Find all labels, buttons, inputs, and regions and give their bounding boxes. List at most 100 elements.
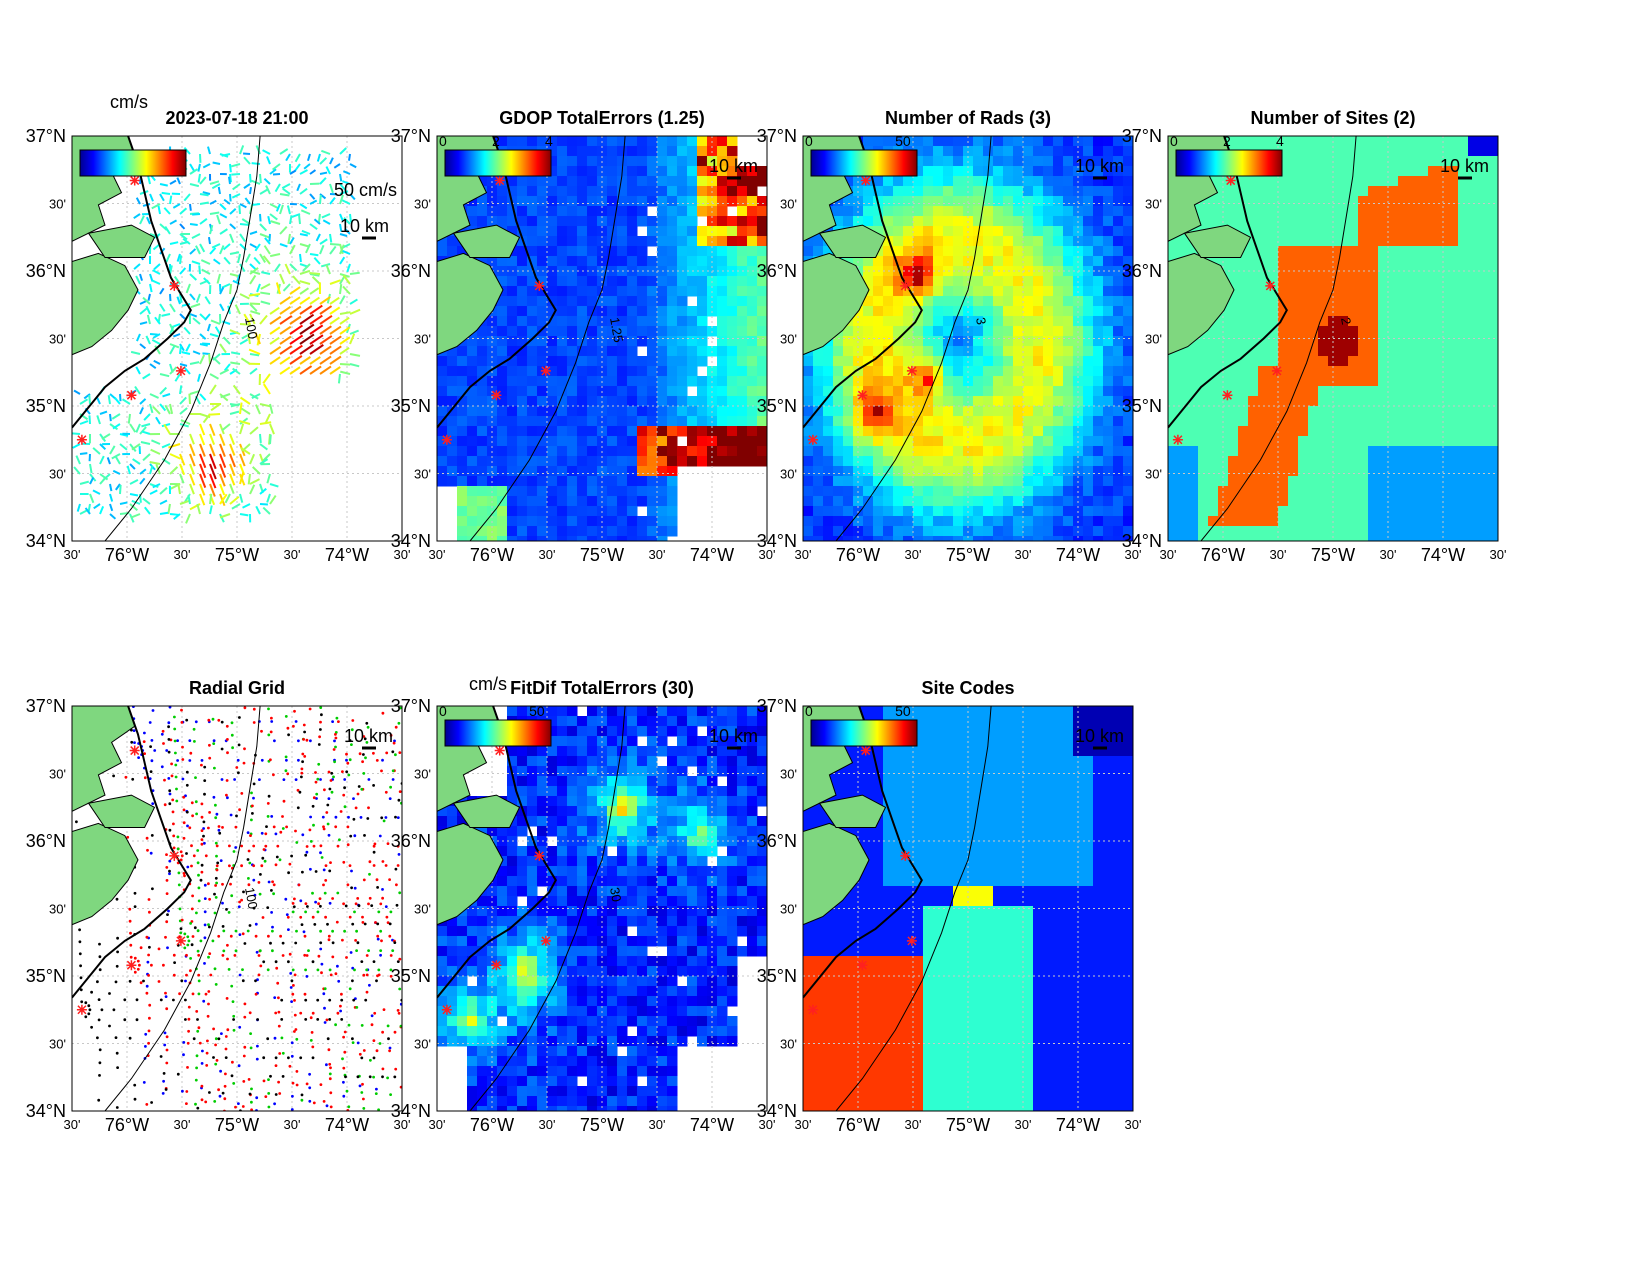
- field-cell: [1318, 486, 1329, 497]
- field-cell: [893, 466, 904, 477]
- field-cell: [1418, 216, 1429, 227]
- field-cell: [1198, 476, 1209, 487]
- field-cell: [1488, 376, 1498, 387]
- current-vector: [221, 423, 231, 431]
- field-cell: [627, 236, 638, 247]
- field-cell: [913, 416, 924, 427]
- current-vector: [239, 423, 245, 435]
- field-cell: [1478, 156, 1489, 167]
- current-vector: [151, 279, 161, 285]
- current-vector: [209, 247, 217, 255]
- field-cell: [1043, 496, 1054, 507]
- field-cell: [547, 206, 558, 217]
- field-cell: [1378, 206, 1389, 217]
- field-cell: [1368, 316, 1379, 327]
- current-vector: [209, 505, 213, 515]
- field-cell: [873, 306, 884, 317]
- field-cell: [1448, 316, 1459, 327]
- current-vector: [313, 218, 321, 225]
- field-cell: [833, 496, 844, 507]
- current-vector: [131, 443, 141, 451]
- field-cell: [1458, 466, 1469, 477]
- field-cell: [953, 446, 964, 457]
- field-cell: [1448, 486, 1459, 497]
- field-cell: [873, 416, 884, 427]
- field-cell: [913, 316, 924, 327]
- field-cell: [1488, 536, 1498, 541]
- field-cell: [1348, 156, 1359, 167]
- field-cell: [1228, 516, 1239, 527]
- current-vector: [219, 473, 226, 487]
- field-cell: [1488, 356, 1498, 367]
- field-cell: [973, 476, 984, 487]
- field-cell: [527, 456, 538, 467]
- field-cell: [1063, 186, 1074, 197]
- current-vector: [229, 283, 233, 295]
- field-cell: [1033, 166, 1044, 177]
- field-cell: [1418, 296, 1429, 307]
- field-cell: [1248, 296, 1259, 307]
- field-cell: [1178, 466, 1189, 477]
- field-cell: [1458, 206, 1469, 217]
- field-cell: [1228, 406, 1239, 417]
- field-cell: [1013, 386, 1024, 397]
- field-cell: [1103, 406, 1114, 417]
- current-vector: [329, 366, 341, 375]
- field-cell: [1248, 346, 1259, 357]
- field-cell: [577, 436, 588, 447]
- field-cell: [1023, 526, 1034, 537]
- field-cell: [933, 386, 944, 397]
- colorbar: [79, 149, 187, 177]
- field-cell: [567, 336, 578, 347]
- field-cell: [1268, 536, 1279, 541]
- field-cell: [1123, 346, 1133, 357]
- field-cell: [1388, 466, 1399, 477]
- field-cell: [1023, 136, 1034, 147]
- field-cell: [1093, 346, 1104, 357]
- current-vector: [206, 323, 211, 332]
- field-cell: [1093, 476, 1104, 487]
- field-cell: [667, 446, 678, 457]
- field-cell: [1248, 436, 1259, 447]
- field-cell: [627, 426, 638, 437]
- radial-grid-point: [273, 739, 276, 743]
- field-cell: [1458, 196, 1469, 207]
- field-cell: [1228, 466, 1239, 477]
- field-cell: [993, 456, 1004, 467]
- lon-minor-tick-label: 30': [284, 547, 301, 562]
- current-vector: [169, 403, 174, 415]
- field-cell: [637, 396, 648, 407]
- field-cell: [1083, 386, 1094, 397]
- radial-grid-point: [233, 778, 237, 781]
- site-star-icon: [169, 280, 180, 291]
- field-cell: [587, 246, 598, 257]
- field-cell: [697, 276, 708, 287]
- field-cell: [1043, 466, 1054, 477]
- field-cell: [873, 536, 884, 541]
- field-cell: [1093, 526, 1104, 537]
- field-cell: [973, 406, 984, 417]
- field-cell: [903, 426, 914, 437]
- field-cell: [1478, 136, 1489, 147]
- vector-scale-label: 50 cm/s: [334, 180, 397, 200]
- field-cell: [697, 186, 708, 197]
- field-cell: [727, 386, 738, 397]
- field-cell: [893, 256, 904, 267]
- field-cell: [1378, 136, 1389, 147]
- field-cell: [1378, 466, 1389, 477]
- field-cell: [953, 486, 964, 497]
- field-cell: [547, 536, 558, 541]
- field-cell: [757, 166, 767, 177]
- field-cell: [607, 186, 618, 197]
- field-cell: [657, 426, 668, 437]
- current-vector: [109, 423, 119, 431]
- field-cell: [1408, 486, 1419, 497]
- field-cell: [1278, 186, 1289, 197]
- field-cell: [863, 436, 874, 447]
- field-cell: [1093, 146, 1104, 157]
- field-cell: [1013, 336, 1024, 347]
- field-cell: [677, 326, 688, 337]
- field-cell: [1208, 416, 1219, 427]
- field-cell: [1298, 346, 1309, 357]
- field-cell: [1083, 526, 1094, 537]
